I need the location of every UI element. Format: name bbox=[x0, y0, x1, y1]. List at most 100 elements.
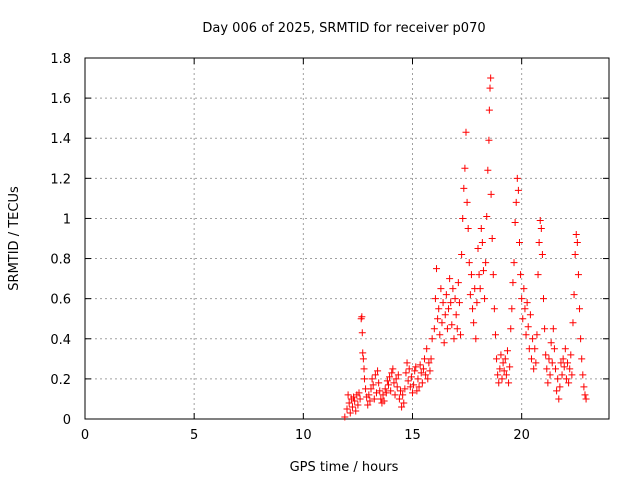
data-point bbox=[502, 371, 510, 379]
data-point bbox=[345, 399, 353, 407]
data-point bbox=[568, 371, 576, 379]
data-point bbox=[559, 355, 567, 363]
data-point bbox=[414, 375, 422, 383]
data-point bbox=[424, 375, 432, 383]
data-point bbox=[359, 349, 367, 357]
data-point bbox=[455, 299, 463, 307]
data-point bbox=[510, 259, 518, 267]
data-point bbox=[370, 395, 378, 403]
data-point bbox=[534, 271, 542, 279]
data-point bbox=[574, 271, 582, 279]
data-point bbox=[463, 198, 471, 206]
data-point bbox=[452, 311, 460, 319]
data-point bbox=[577, 335, 585, 343]
data-point bbox=[431, 295, 439, 303]
axis-ticks: 0 5 10 15 20 0 0.2 0.4 0.6 0.8 1 1.2 1.4 1.6 1.8 bbox=[50, 52, 609, 443]
data-point bbox=[530, 365, 538, 373]
data-point bbox=[537, 224, 545, 232]
data-point bbox=[438, 319, 446, 327]
data-point bbox=[381, 385, 389, 393]
data-point bbox=[503, 347, 511, 355]
data-point bbox=[562, 375, 570, 383]
data-point bbox=[514, 186, 522, 194]
data-point bbox=[426, 367, 434, 375]
data-point bbox=[389, 365, 397, 373]
data-point bbox=[364, 401, 372, 409]
data-point bbox=[413, 387, 421, 395]
data-point bbox=[398, 403, 406, 411]
data-point bbox=[529, 335, 537, 343]
data-point bbox=[470, 319, 478, 327]
data-point bbox=[367, 385, 375, 393]
x-tick-label: 10 bbox=[295, 428, 312, 443]
y-tick-label: 0.6 bbox=[50, 293, 71, 308]
data-point bbox=[524, 323, 532, 331]
data-point bbox=[496, 365, 504, 373]
data-point bbox=[356, 395, 364, 403]
data-point bbox=[366, 397, 374, 405]
data-point bbox=[565, 379, 573, 387]
data-point bbox=[343, 405, 351, 413]
data-point bbox=[360, 365, 368, 373]
data-point bbox=[526, 311, 534, 319]
data-point bbox=[557, 359, 565, 367]
data-point bbox=[541, 325, 549, 333]
data-point bbox=[391, 391, 399, 399]
data-point bbox=[511, 218, 519, 226]
data-point bbox=[507, 325, 515, 333]
data-point bbox=[477, 224, 485, 232]
data-point bbox=[430, 325, 438, 333]
data-point bbox=[390, 379, 398, 387]
data-point bbox=[536, 216, 544, 224]
data-point bbox=[384, 381, 392, 389]
data-point bbox=[553, 387, 561, 395]
data-point bbox=[348, 403, 356, 411]
data-point bbox=[374, 367, 382, 375]
data-point bbox=[495, 379, 503, 387]
data-point bbox=[555, 395, 563, 403]
data-point bbox=[418, 379, 426, 387]
data-point bbox=[522, 331, 530, 339]
data-point bbox=[387, 387, 395, 395]
data-point bbox=[497, 351, 505, 359]
data-point bbox=[489, 271, 497, 279]
data-point bbox=[451, 295, 459, 303]
data-point bbox=[552, 365, 560, 373]
data-point bbox=[581, 391, 589, 399]
data-point bbox=[465, 259, 473, 267]
data-point bbox=[472, 335, 480, 343]
data-point bbox=[490, 305, 498, 313]
data-point bbox=[520, 285, 528, 293]
data-point bbox=[475, 271, 483, 279]
data-point bbox=[561, 345, 569, 353]
x-axis-label: GPS time / hours bbox=[290, 460, 399, 475]
data-point bbox=[436, 331, 444, 339]
data-point bbox=[407, 373, 415, 381]
data-point bbox=[416, 361, 424, 369]
data-point bbox=[558, 371, 566, 379]
data-point bbox=[409, 389, 416, 397]
data-point bbox=[486, 84, 494, 92]
data-point bbox=[450, 335, 458, 343]
data-point bbox=[484, 166, 492, 174]
data-point bbox=[383, 377, 391, 385]
y-tick-label: 1 bbox=[63, 212, 71, 227]
data-point bbox=[506, 363, 514, 371]
data-point bbox=[346, 409, 354, 417]
data-point bbox=[427, 355, 435, 363]
data-point bbox=[453, 325, 461, 333]
data-point bbox=[358, 313, 366, 321]
data-point bbox=[445, 305, 453, 313]
data-point bbox=[569, 319, 577, 327]
data-point bbox=[441, 311, 449, 319]
data-point bbox=[433, 265, 441, 273]
data-point bbox=[401, 385, 409, 393]
data-point bbox=[491, 331, 499, 339]
data-point bbox=[396, 387, 404, 395]
data-point bbox=[519, 315, 527, 323]
data-point bbox=[531, 345, 539, 353]
data-point bbox=[380, 397, 388, 405]
data-point bbox=[412, 363, 420, 371]
x-tick-label: 0 bbox=[81, 428, 89, 443]
